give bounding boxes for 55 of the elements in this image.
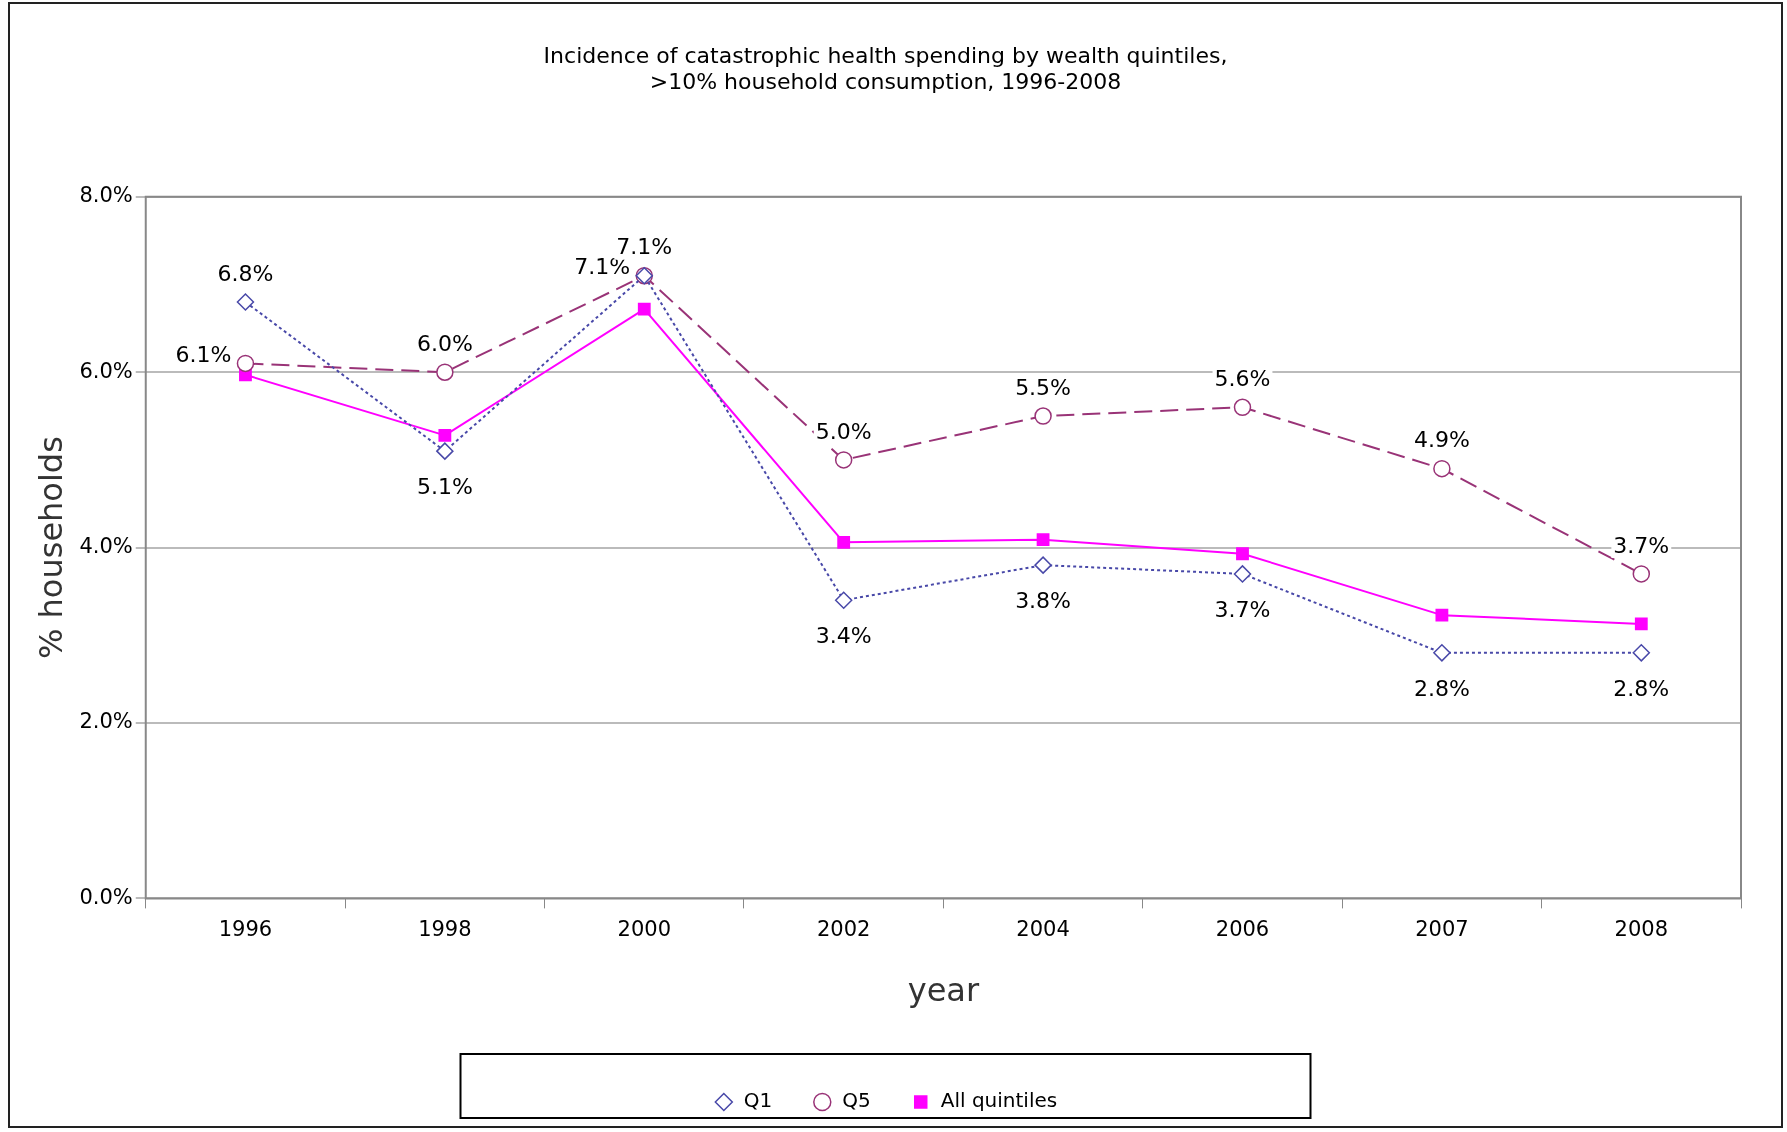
- x-tick-label: 2002: [816, 917, 871, 942]
- point: [1632, 565, 1651, 583]
- point: [1435, 608, 1449, 622]
- x-tick-label: 1998: [418, 917, 472, 942]
- data-label: 5.1%: [416, 473, 473, 499]
- legend-label: Q1: [743, 1088, 773, 1113]
- data-label: 4.9%: [1413, 427, 1470, 453]
- chart-title: Incidence of catastrophic health spending by wealth quintiles, >10% household consumption, 1996-2008: [543, 42, 1228, 95]
- point: [1233, 398, 1252, 417]
- data-label: 5.6%: [1214, 366, 1271, 391]
- point: [1634, 617, 1648, 631]
- y-axis-title: % households: [31, 436, 70, 660]
- legend-label: Q5: [842, 1088, 871, 1113]
- data-label: 3.4%: [815, 622, 872, 648]
- data-label: 5.0%: [815, 418, 872, 444]
- point: [436, 363, 454, 381]
- data-label: 5.5%: [1015, 374, 1072, 400]
- data-label: 3.7%: [1613, 532, 1670, 558]
- y-tick-label: 8.0%: [79, 183, 133, 208]
- data-label: 3.8%: [1015, 587, 1072, 613]
- point: [438, 428, 452, 442]
- point: [637, 302, 651, 316]
- point: [1036, 533, 1050, 547]
- point: [236, 354, 255, 373]
- y-tick-label: 6.0%: [79, 358, 133, 383]
- point: [834, 451, 853, 469]
- x-tick-label: 2006: [1215, 917, 1270, 942]
- point: [834, 591, 853, 609]
- data-label: 6.1%: [175, 342, 232, 368]
- data-label: 3.7%: [1214, 596, 1271, 622]
- point: [436, 442, 454, 460]
- y-tick-label: 0.0%: [79, 884, 133, 909]
- y-tick-label: 2.0%: [79, 709, 133, 734]
- x-tick-label: 2000: [617, 917, 671, 942]
- y-tick-label: 4.0%: [79, 534, 133, 559]
- point: [1034, 407, 1052, 425]
- point: [1236, 547, 1249, 561]
- point: [1632, 644, 1651, 662]
- data-label: 6.8%: [217, 260, 274, 286]
- data-label: 2.8%: [1413, 675, 1470, 701]
- point: [837, 535, 851, 549]
- legend-label: All quintiles: [940, 1088, 1058, 1113]
- x-tick-label: 2004: [1016, 917, 1070, 942]
- data-label: 7.1%: [616, 234, 673, 260]
- x-tick-label: 2008: [1614, 917, 1669, 942]
- point: [1433, 459, 1451, 478]
- data-label: 2.8%: [1613, 675, 1670, 701]
- x-tick-label: 2007: [1415, 917, 1469, 942]
- x-axis-title: year: [907, 971, 980, 1010]
- point: [1433, 644, 1451, 662]
- data-label: 6.0%: [416, 330, 473, 356]
- point: [236, 293, 255, 311]
- point: [1034, 556, 1052, 574]
- point: [1233, 565, 1252, 583]
- x-tick-label: 1996: [218, 917, 273, 942]
